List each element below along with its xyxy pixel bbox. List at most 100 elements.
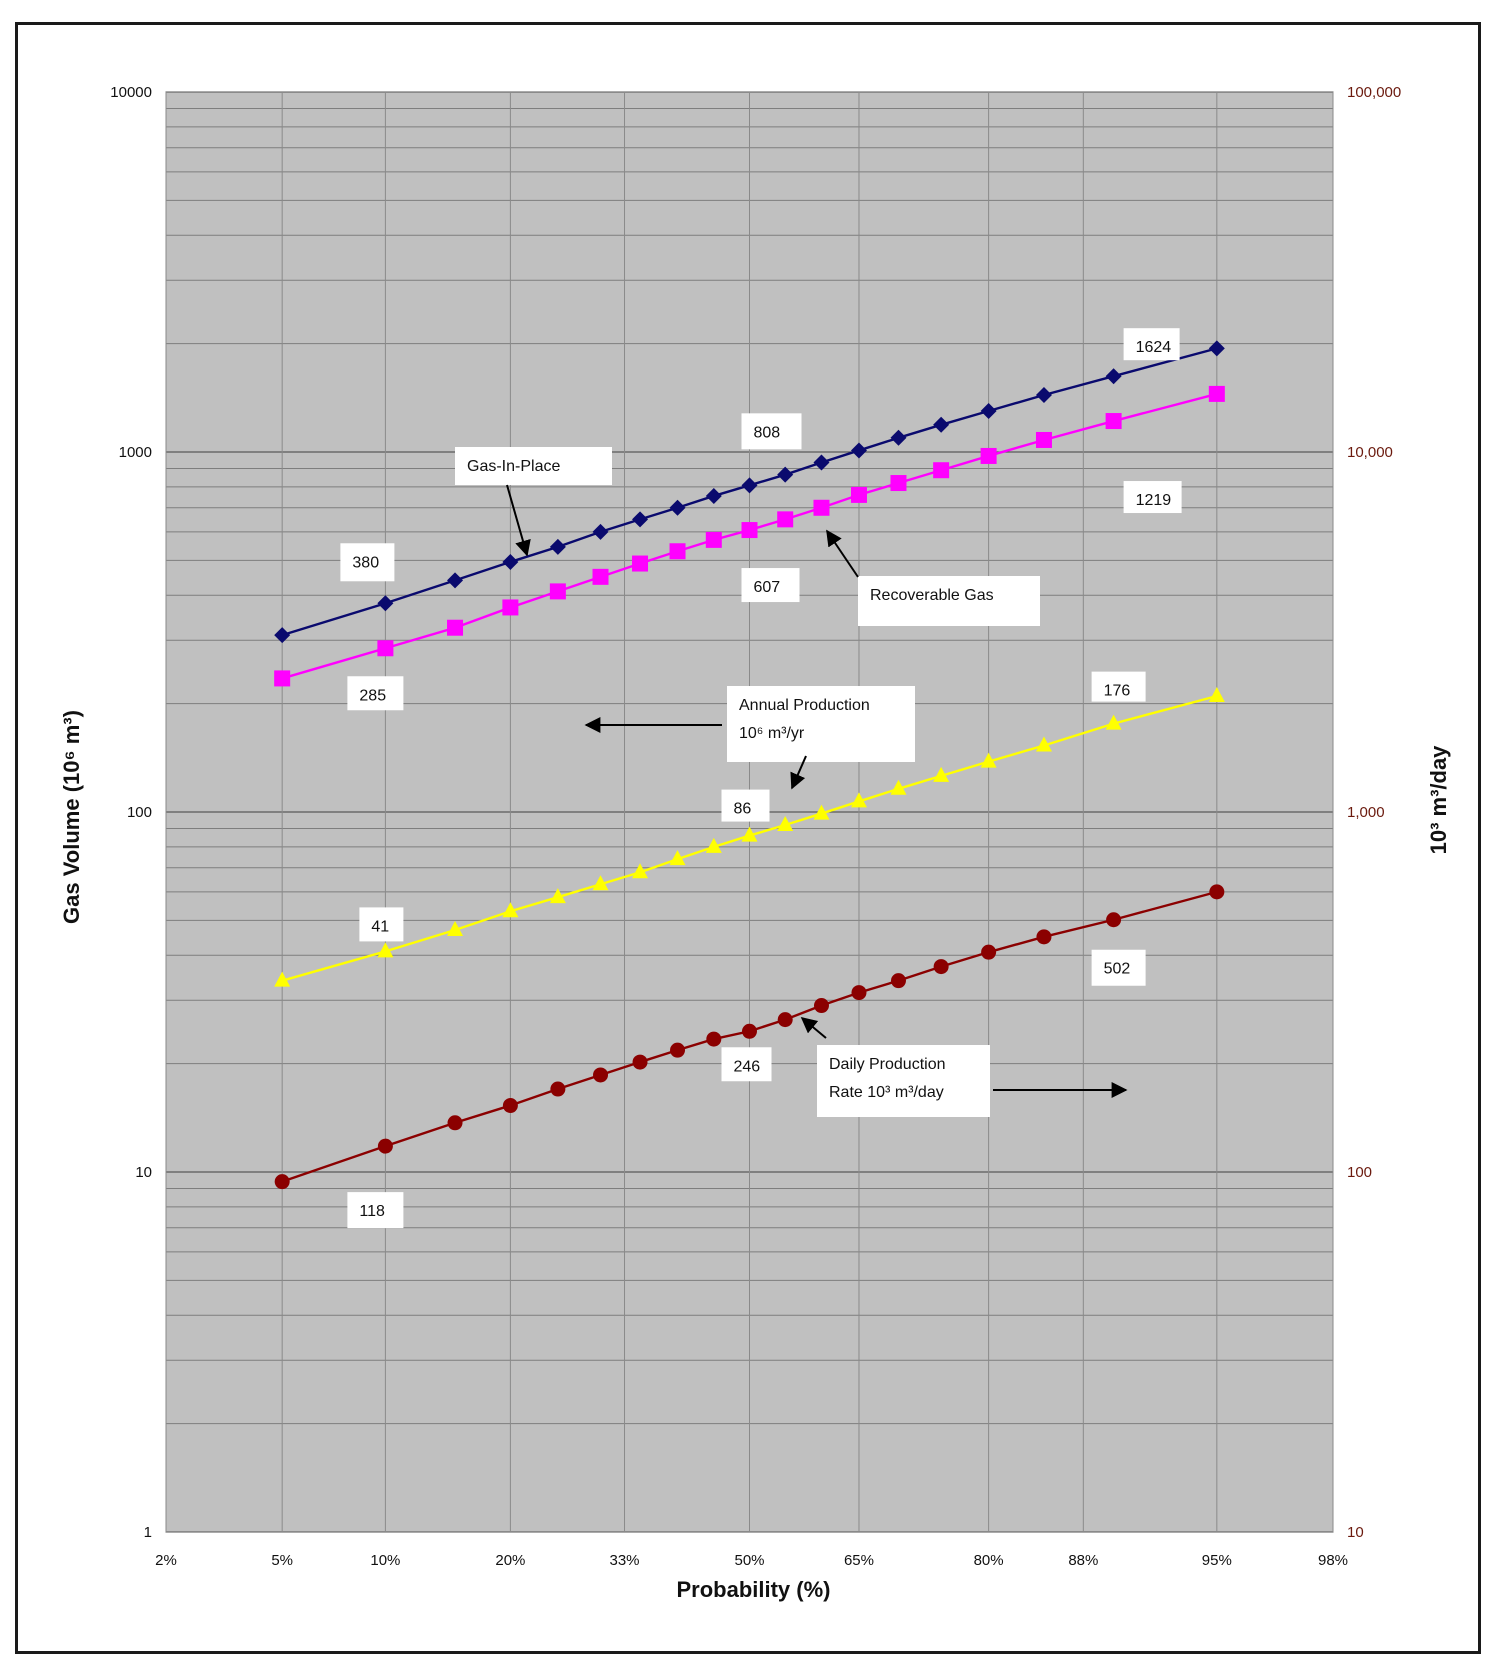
data-point [447, 619, 464, 636]
data-label: 176 [1091, 671, 1146, 702]
data-point [592, 568, 609, 585]
data-point [777, 466, 794, 483]
data-label-box [1123, 328, 1180, 361]
series-gas-in-place [274, 340, 1225, 644]
annotation-arrow [506, 484, 531, 557]
annotation-2-text: Recoverable Gas [870, 587, 994, 604]
annotation-4-box [817, 1045, 990, 1117]
annotation-1-box [455, 447, 612, 485]
data-point [813, 998, 829, 1014]
data-point [1036, 929, 1052, 945]
x-tick-label: 10% [370, 1552, 400, 1569]
annotation-3-text: Annual Production [739, 697, 870, 714]
data-point [669, 850, 686, 866]
data-point [742, 1023, 757, 1039]
x-axis-title: Probability (%) [676, 1577, 830, 1602]
data-point [1105, 368, 1122, 385]
data-point [447, 572, 464, 589]
annotation-2: Recoverable Gas [858, 576, 1040, 626]
data-label-text: 808 [754, 424, 781, 441]
data-point [851, 985, 867, 1001]
y-left-tick-label: 10000 [110, 84, 152, 101]
data-label-text: 118 [359, 1203, 385, 1220]
data-point [632, 1054, 648, 1070]
data-point [1106, 912, 1122, 928]
data-point [933, 416, 950, 433]
data-point [777, 511, 794, 528]
data-point [933, 766, 950, 782]
data-label-box [1091, 949, 1146, 986]
data-point [502, 902, 519, 918]
data-label-text: 285 [359, 687, 386, 704]
axis-ticks: 1 10 100 1000 10000 10 100 1,000 10,000 100,000 2%… [110, 84, 1401, 1569]
y-axis-right-title: 10³ m³/day [1426, 745, 1451, 855]
data-label-box [347, 1192, 404, 1229]
data-label-box [340, 543, 395, 582]
data-label-box [721, 1047, 772, 1082]
data-point [850, 442, 867, 459]
data-point [1208, 385, 1225, 402]
x-tick-label: 80% [974, 1552, 1004, 1569]
data-label-box [347, 676, 404, 711]
data-label: 502 [1091, 949, 1146, 986]
data-point [274, 670, 291, 687]
data-point [850, 792, 867, 808]
data-point [549, 888, 566, 904]
data-point [377, 595, 394, 612]
x-tick-label: 2% [155, 1552, 177, 1569]
data-point [377, 1138, 393, 1154]
annotation-arrow [800, 1016, 827, 1039]
data-point [447, 921, 464, 937]
x-tick-label: 5% [271, 1552, 293, 1569]
data-point [980, 752, 997, 768]
series-daily-production-rate [274, 884, 1225, 1190]
data-point [377, 942, 394, 958]
data-point [632, 555, 649, 572]
x-tick-label: 95% [1202, 1552, 1232, 1569]
annotation-1: Gas-In-Place [455, 447, 612, 485]
data-label: 41 [359, 907, 404, 942]
data-label-box [1091, 671, 1146, 702]
data-point [933, 959, 949, 975]
data-point [706, 1031, 722, 1047]
x-tick-label: 50% [734, 1552, 764, 1569]
annotation-2-box [858, 576, 1040, 626]
data-label-text: 176 [1104, 683, 1131, 700]
series-annual-production [274, 687, 1225, 987]
data-label-text: 502 [1104, 961, 1131, 978]
x-tick-label: 88% [1068, 1552, 1098, 1569]
y-right-tick-label: 1,000 [1347, 804, 1385, 821]
data-point [593, 1067, 609, 1083]
series-recoverable-gas [274, 385, 1225, 687]
data-point [502, 1098, 518, 1114]
data-point [980, 447, 997, 464]
data-point [705, 487, 722, 504]
data-point [1208, 687, 1225, 703]
data-point [549, 583, 566, 600]
y-right-tick-label: 10,000 [1347, 444, 1393, 461]
data-point [813, 454, 830, 471]
x-tick-label: 65% [844, 1552, 874, 1569]
data-point [632, 863, 649, 879]
y-right-tick-label: 10 [1347, 1524, 1364, 1541]
data-point [777, 1012, 793, 1028]
data-point [502, 599, 519, 616]
data-label-box [721, 789, 770, 822]
annotation-3-text: 10⁶ m³/yr [739, 725, 805, 742]
data-label-text: 380 [352, 554, 379, 571]
x-tick-label: 98% [1318, 1552, 1348, 1569]
annotation-arrow [826, 529, 859, 578]
data-label-box [359, 907, 404, 942]
data-point [1209, 884, 1225, 900]
y-right-tick-label: 100 [1347, 1164, 1372, 1181]
data-point [447, 1115, 463, 1131]
data-point [377, 640, 394, 657]
data-point [502, 553, 519, 570]
data-point [274, 1174, 290, 1190]
y-left-tick-label: 1 [144, 1524, 152, 1541]
data-point [592, 875, 609, 891]
data-point [592, 523, 609, 540]
data-point [741, 826, 758, 842]
data-point [549, 538, 566, 555]
